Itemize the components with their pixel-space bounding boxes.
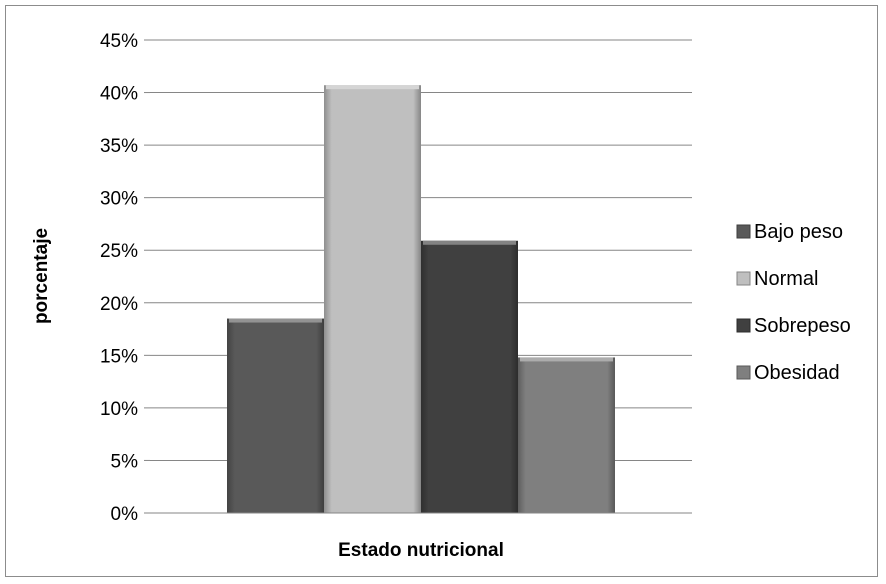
legend-item: Sobrepeso	[736, 315, 851, 337]
legend-label: Obesidad	[754, 362, 840, 384]
y-tick-label: 5%	[111, 451, 139, 472]
bar-obesidad	[518, 357, 615, 513]
legend-item: Obesidad	[736, 362, 840, 384]
bar-top-bevel	[520, 357, 613, 362]
bar-normal	[324, 85, 421, 513]
bar-bajo-peso	[227, 318, 324, 513]
y-tick-label: 45%	[100, 31, 138, 52]
legend-swatch	[736, 271, 751, 286]
y-tick-label: 40%	[100, 84, 138, 105]
y-tick-label: 30%	[100, 189, 138, 210]
legend: Bajo peso Normal Sobrepeso Obesidad	[736, 221, 851, 384]
bar	[227, 318, 324, 513]
y-axis-title: porcentaje	[31, 228, 52, 324]
bar	[324, 85, 421, 513]
legend-label: Bajo peso	[754, 221, 843, 243]
x-axis-title: Estado nutricional	[338, 540, 504, 561]
y-tick-label: 0%	[111, 504, 139, 525]
legend-swatch	[736, 365, 751, 380]
bars	[227, 85, 615, 514]
legend-item: Normal	[736, 268, 818, 290]
legend-swatch	[736, 318, 751, 333]
bar-top-bevel	[423, 240, 516, 245]
bar-top-bevel	[326, 85, 419, 90]
bar-sobrepeso	[421, 240, 518, 514]
bar-top-bevel	[229, 318, 322, 323]
y-tick-label: 10%	[100, 399, 138, 420]
y-tick-label: 25%	[100, 241, 138, 262]
legend-label: Normal	[754, 268, 818, 290]
legend-label: Sobrepeso	[754, 315, 851, 337]
bar	[421, 240, 518, 514]
y-tick-label: 35%	[100, 136, 138, 157]
legend-swatch	[736, 224, 751, 239]
y-tick-label: 20%	[100, 294, 138, 315]
y-axis-ticks: 0% 5% 10% 15% 20% 25% 30% 35% 40% 45%	[100, 31, 150, 525]
y-tick-label: 15%	[100, 346, 138, 367]
bar	[518, 357, 615, 513]
legend-item: Bajo peso	[736, 221, 843, 243]
